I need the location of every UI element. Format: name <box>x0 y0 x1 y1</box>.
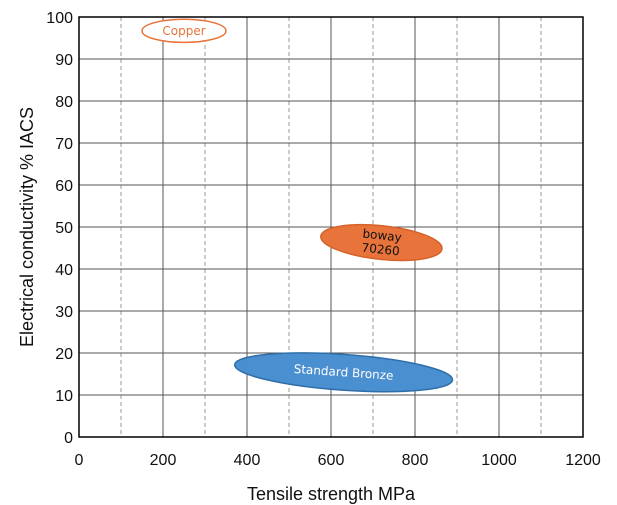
x-tick-label: 1000 <box>481 452 517 469</box>
y-tick-label: 20 <box>55 346 73 363</box>
y-tick-label: 0 <box>64 430 73 447</box>
x-tick-label: 0 <box>75 452 84 469</box>
y-tick-label: 40 <box>55 262 73 279</box>
region-label: Standard Bronze <box>293 362 394 383</box>
y-tick-label: 30 <box>55 304 73 321</box>
region-ellipse <box>320 223 443 262</box>
x-axis-title: Tensile strength MPa <box>247 484 416 504</box>
x-tick-label: 600 <box>318 452 345 469</box>
region-ellipse <box>141 18 227 44</box>
y-tick-label: 90 <box>55 52 73 69</box>
y-tick-label: 100 <box>46 10 73 27</box>
region-0: Copper <box>141 18 227 44</box>
plot-frame <box>78 16 584 438</box>
x-tick-label: 800 <box>402 452 429 469</box>
region-2: Standard Bronze <box>233 352 454 393</box>
x-tick-label: 1200 <box>565 452 601 469</box>
y-tick-label: 10 <box>55 388 73 405</box>
region-label: Copper <box>162 24 205 38</box>
y-tick-label: 50 <box>55 220 73 237</box>
x-tick-label: 200 <box>150 452 177 469</box>
x-tick-label: 400 <box>234 452 261 469</box>
region-label: 70260 <box>361 241 400 259</box>
y-tick-labels: 0 10 20 30 40 50 60 70 80 90 100 <box>46 10 73 447</box>
region-label: boway <box>362 227 402 245</box>
y-tick-label: 80 <box>55 94 73 111</box>
y-tick-label: 60 <box>55 178 73 195</box>
x-tick-labels: 0 200 400 600 800 1000 1200 <box>75 452 601 469</box>
y-tick-label: 70 <box>55 136 73 153</box>
y-axis-title: Electrical conductivity % IACS <box>17 107 37 347</box>
region-ellipse <box>233 352 454 393</box>
